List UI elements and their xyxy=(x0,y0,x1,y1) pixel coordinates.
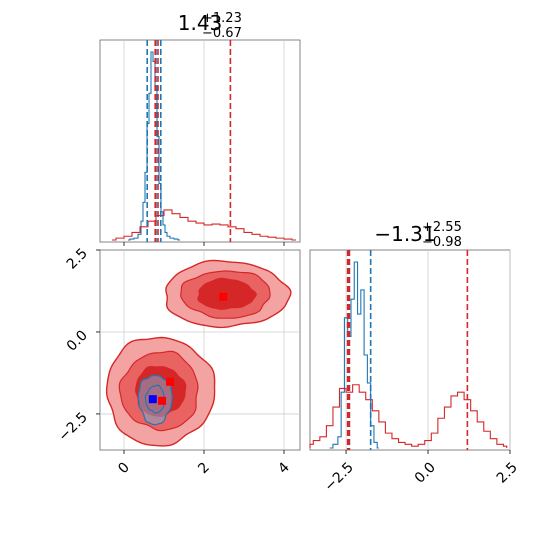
x-tick-label: −2.5 xyxy=(322,460,357,495)
y-tick-label: 2.5 xyxy=(64,246,91,273)
title-sup: +1.23 xyxy=(202,11,242,26)
title-sub: −0.98 xyxy=(422,235,462,250)
title-main: 1.43 xyxy=(178,11,223,35)
title-param2: −1.31 xyxy=(374,222,435,246)
point-marker xyxy=(158,396,166,405)
histogram-series xyxy=(112,209,296,241)
title-param1: 1.43 xyxy=(178,11,223,35)
x-tick-label: 2.5 xyxy=(494,460,521,487)
histogram-series xyxy=(309,384,508,448)
point-marker xyxy=(166,377,174,386)
y-tick-label: −2.5 xyxy=(55,409,90,444)
point-marker xyxy=(148,395,157,404)
contour-blue-inner xyxy=(144,384,165,414)
title-sub: −0.67 xyxy=(202,26,242,41)
histogram-series xyxy=(128,51,180,241)
marginal-histogram-param1: 1.43 +1.23 −0.67 xyxy=(99,11,301,246)
x-tick-label: 0.0 xyxy=(412,460,439,487)
x-tick-label: 4 xyxy=(275,459,293,477)
point-marker xyxy=(219,292,228,301)
y-tick-label: 0.0 xyxy=(64,327,91,354)
panel-frame xyxy=(99,39,301,243)
title-main: −1.31 xyxy=(374,222,435,246)
x-tick-label: 2 xyxy=(195,460,213,478)
joint-contour-panel: 2.5 0.0 −2.5 0 2 4 xyxy=(55,246,301,478)
x-tick-label: 0 xyxy=(115,460,133,478)
title-sup: +2.55 xyxy=(422,220,462,235)
panel-frame xyxy=(309,249,511,451)
marginal-histogram-param2: −2.5 0.0 2.5 −1.31 +2.55 −0.98 xyxy=(309,220,521,495)
